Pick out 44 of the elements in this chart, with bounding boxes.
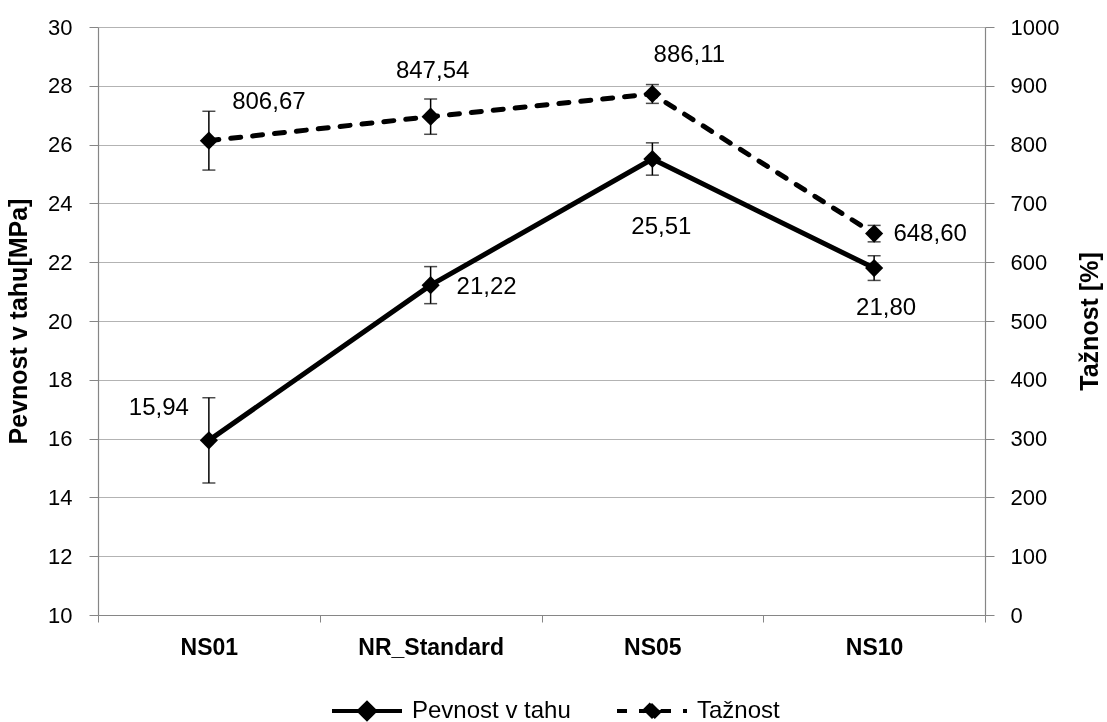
y2-tick-label: 400 (1010, 367, 1048, 393)
y-tick-label: 10 (48, 602, 73, 628)
legend-label: Tažnost (697, 696, 781, 722)
point (643, 149, 662, 169)
legend-label: Pevnost v tahu (412, 696, 571, 722)
y-tick-label: 16 (48, 426, 73, 452)
y2-tick-label: 900 (1010, 73, 1048, 99)
y-tick-label: 14 (48, 484, 73, 510)
y2-tick-label: 700 (1010, 190, 1048, 216)
y-tick-label: 20 (48, 308, 73, 334)
y2-tick-label: 200 (1010, 484, 1048, 510)
y2-tick-label: 600 (1010, 249, 1048, 275)
data-label: 25,51 (631, 212, 692, 240)
x-tick-label: NS10 (845, 633, 904, 660)
y-axis-title: Pevnost v tahu[MPa] (4, 198, 33, 445)
y2-tick-label: 0 (1010, 602, 1023, 628)
data-label: 21,22 (456, 272, 517, 300)
y-tick-label: 28 (48, 73, 73, 99)
point (421, 107, 440, 126)
y2-tick-label: 1000 (1010, 14, 1060, 40)
y-tick-label: 30 (48, 14, 73, 40)
point (865, 259, 884, 278)
point (199, 431, 218, 450)
y-tick-label: 24 (48, 190, 73, 216)
y-tick-label: 22 (48, 249, 73, 275)
data-label: 15,94 (128, 393, 189, 421)
data-label: 806,67 (232, 86, 306, 114)
y2-tick-label: 100 (1010, 543, 1048, 569)
x-tick-label: NS01 (180, 633, 239, 660)
x-tick-label: NS05 (624, 633, 682, 660)
y-tick-label: 18 (48, 367, 73, 393)
point (199, 131, 218, 150)
data-label: 847,54 (395, 55, 470, 83)
y-tick-label: 12 (48, 543, 73, 569)
point (421, 276, 440, 295)
y2-tick-label: 800 (1010, 132, 1048, 158)
y2-tick-label: 300 (1010, 426, 1048, 452)
y2-tick-label: 500 (1010, 308, 1048, 334)
y-tick-label: 26 (48, 132, 73, 158)
x-tick-label: NR_Standard (358, 633, 504, 660)
data-label: 648,60 (893, 218, 967, 246)
data-label: 886,11 (653, 39, 726, 67)
data-label: 21,80 (856, 293, 917, 321)
y2-axis-title: Tažnost [%] (1075, 252, 1104, 391)
